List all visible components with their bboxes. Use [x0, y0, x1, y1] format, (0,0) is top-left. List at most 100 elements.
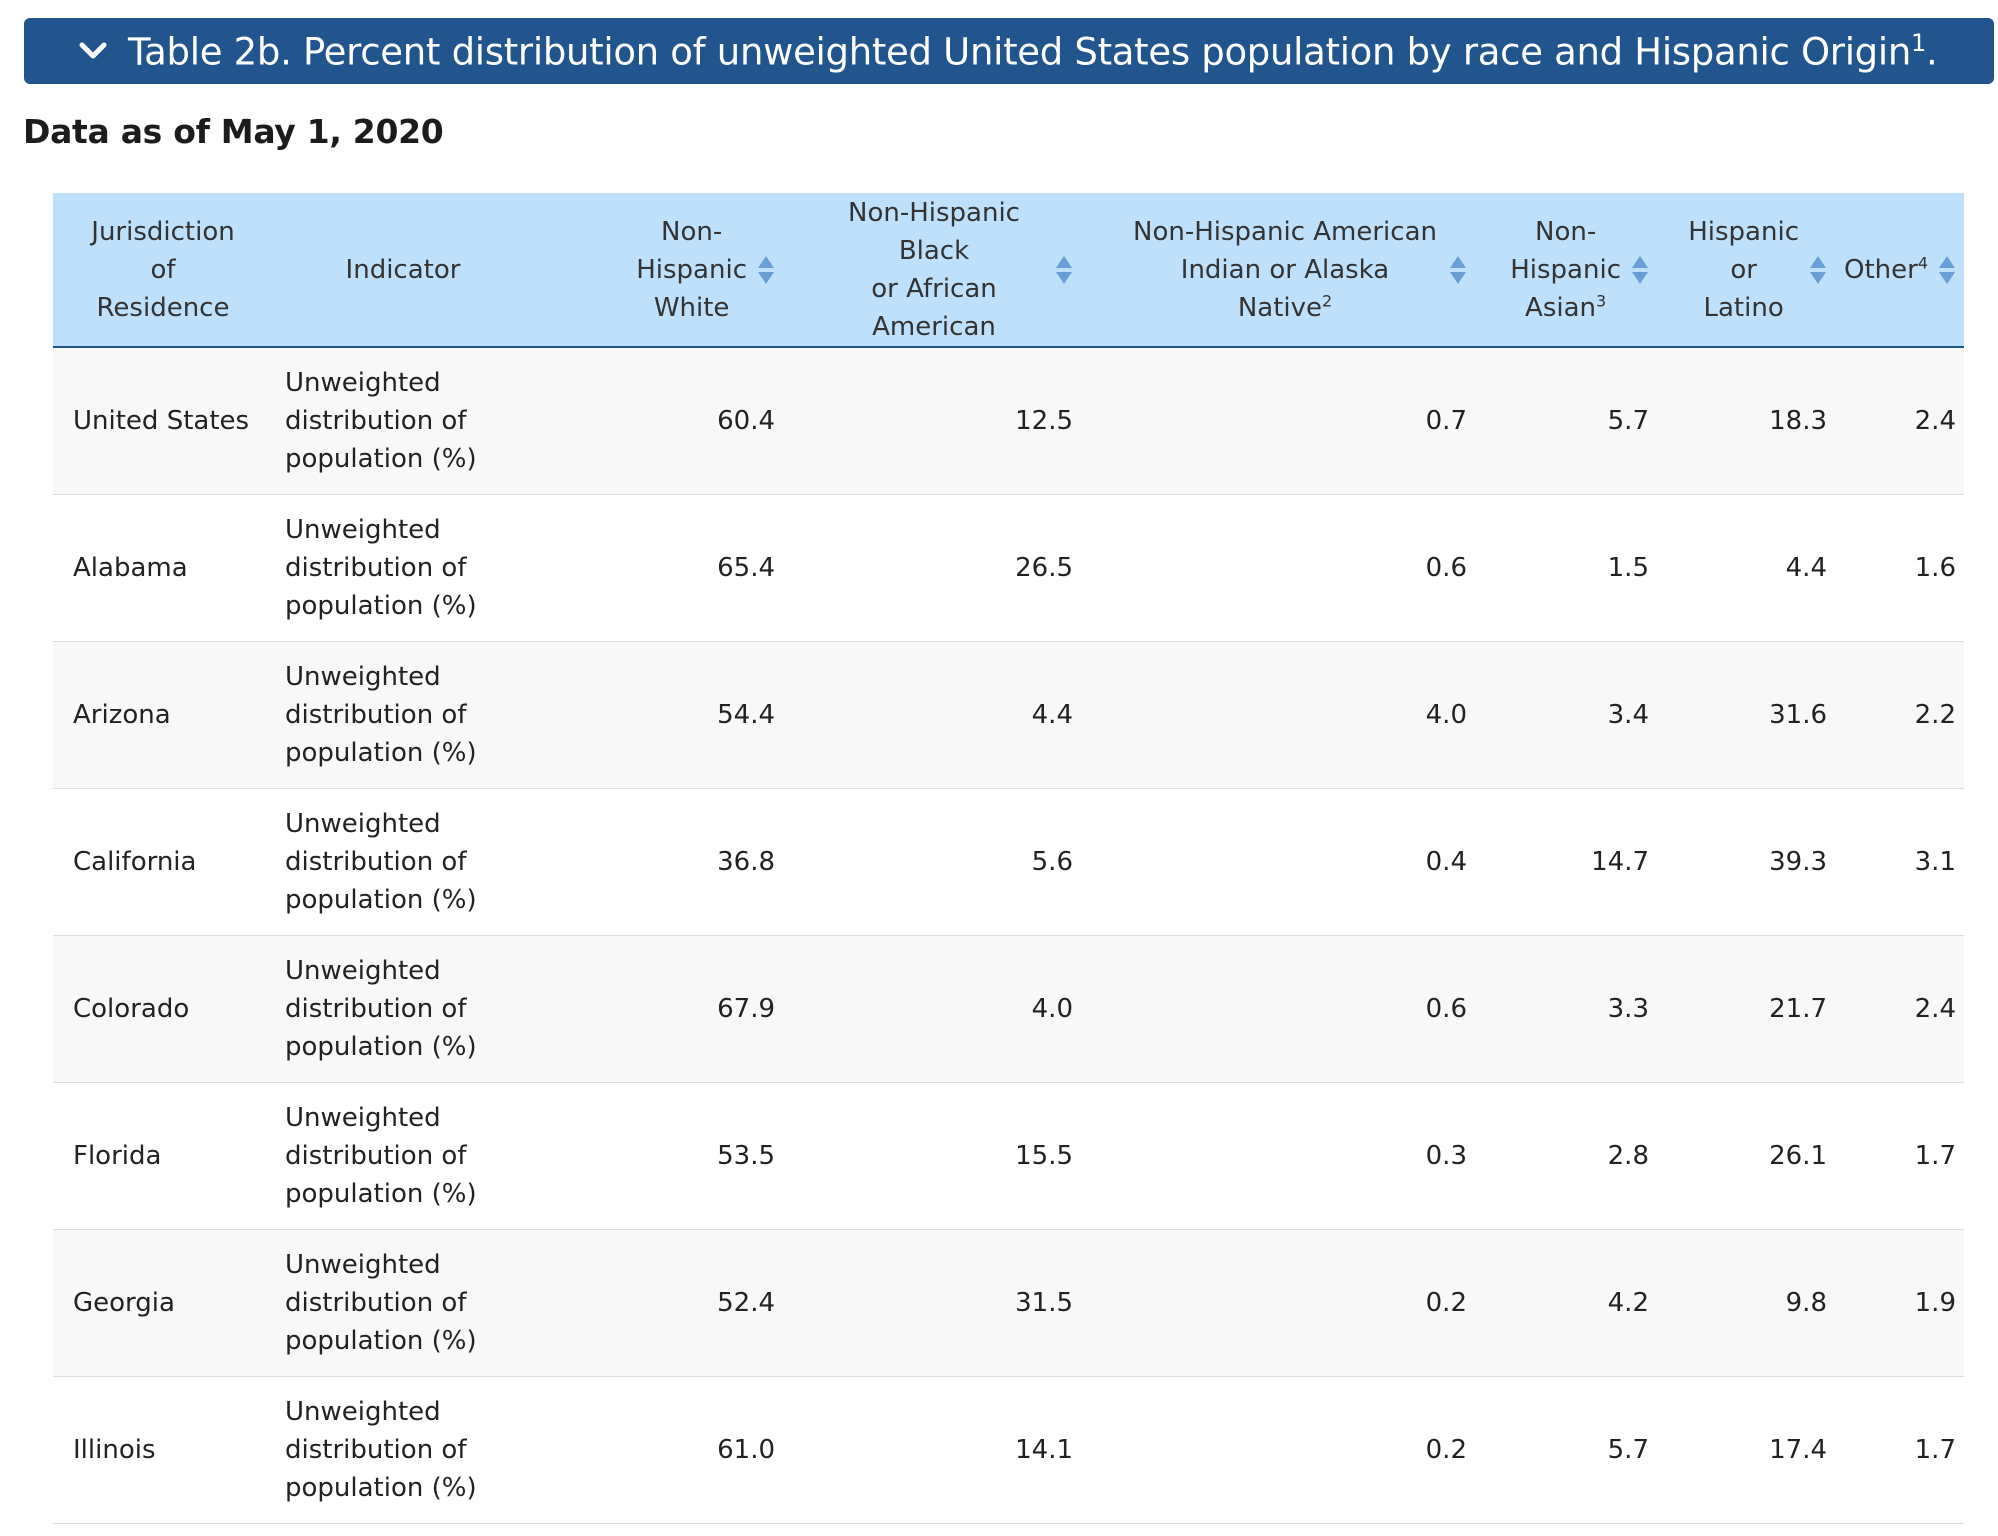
cell-nh-white: 65.4: [717, 552, 775, 583]
sort-icon[interactable]: [1938, 255, 1956, 285]
chevron-down-icon[interactable]: [74, 32, 112, 70]
col-header-nh-black[interactable]: Non-Hispanic Black or African American: [813, 193, 1121, 348]
cell-nh-white: 60.4: [717, 405, 775, 436]
footnote-marker: 3: [1596, 290, 1607, 310]
cell-nh-black: 5.6: [1031, 846, 1073, 877]
col-header-indicator: Indicator: [273, 193, 533, 348]
sort-icon[interactable]: [1631, 255, 1649, 285]
col-header-other[interactable]: Other4: [1844, 193, 1964, 348]
cell-nh-black: 14.1: [1015, 1434, 1073, 1465]
data-as-of-date: Data as of May 1, 2020: [23, 112, 444, 151]
table-header-row: Jurisdiction of Residence Indicator Non-…: [53, 193, 1964, 348]
indicator-line: Unweighted: [285, 514, 441, 545]
cell-indicator: Unweighted distribution of population (%): [273, 1376, 533, 1523]
cell-jurisdiction: Georgia: [73, 1287, 175, 1318]
cell-other: 2.4: [1914, 993, 1956, 1024]
table-body: United States Unweighted distribution of po…: [53, 347, 1964, 1523]
cell-nh-asian: 5.7: [1607, 1434, 1649, 1465]
cell-hispanic: 4.4: [1785, 552, 1827, 583]
data-table-container: Jurisdiction of Residence Indicator Non-…: [53, 193, 1964, 1524]
footnote-marker: 4: [1917, 252, 1928, 272]
cell-nh-aian: 0.7: [1425, 405, 1467, 436]
indicator-line: distribution of: [285, 405, 467, 436]
indicator-line: population (%): [285, 1472, 477, 1503]
cell-nh-asian: 1.5: [1607, 552, 1649, 583]
cell-indicator: Unweighted distribution of population (%): [273, 1229, 533, 1376]
indicator-line: distribution of: [285, 993, 467, 1024]
table-accordion-header[interactable]: Table 2b. Percent distribution of unweig…: [24, 18, 1994, 84]
indicator-line: Unweighted: [285, 955, 441, 986]
cell-nh-asian: 2.8: [1607, 1140, 1649, 1171]
indicator-line: Unweighted: [285, 1102, 441, 1133]
cell-hispanic: 17.4: [1769, 1434, 1827, 1465]
cell-nh-white: 67.9: [717, 993, 775, 1024]
cell-indicator: Unweighted distribution of population (%): [273, 935, 533, 1082]
cell-nh-white: 54.4: [717, 699, 775, 730]
table-row: Arizona Unweighted distribution of populati…: [53, 641, 1964, 788]
cell-indicator: Unweighted distribution of population (%): [273, 347, 533, 494]
cell-nh-aian: 0.2: [1425, 1287, 1467, 1318]
indicator-line: distribution of: [285, 1287, 467, 1318]
cell-nh-aian: 0.4: [1425, 846, 1467, 877]
cell-nh-white: 53.5: [717, 1140, 775, 1171]
cell-other: 1.6: [1914, 552, 1956, 583]
cell-indicator: Unweighted distribution of population (%): [273, 1082, 533, 1229]
cell-nh-asian: 3.3: [1607, 993, 1649, 1024]
cell-nh-black: 4.0: [1031, 993, 1073, 1024]
cell-nh-aian: 4.0: [1425, 699, 1467, 730]
sort-icon[interactable]: [1809, 255, 1827, 285]
cell-nh-asian: 14.7: [1591, 846, 1649, 877]
cell-indicator: Unweighted distribution of population (%): [273, 494, 533, 641]
table-row: Alabama Unweighted distribution of populati…: [53, 494, 1964, 641]
table-row: Florida Unweighted distribution of populati…: [53, 1082, 1964, 1229]
indicator-line: population (%): [285, 590, 477, 621]
cell-indicator: Unweighted distribution of population (%): [273, 788, 533, 935]
cell-nh-black: 15.5: [1015, 1140, 1073, 1171]
indicator-line: distribution of: [285, 1140, 467, 1171]
table-row: Illinois Unweighted distribution of populat…: [53, 1376, 1964, 1523]
cell-nh-asian: 3.4: [1607, 699, 1649, 730]
cell-nh-aian: 0.6: [1425, 993, 1467, 1024]
sort-icon[interactable]: [757, 255, 775, 285]
cell-hispanic: 26.1: [1769, 1140, 1827, 1171]
col-header-nh-white[interactable]: Non- Hispanic White: [533, 193, 813, 348]
cell-other: 2.4: [1914, 405, 1956, 436]
cell-nh-black: 4.4: [1031, 699, 1073, 730]
cell-nh-black: 31.5: [1015, 1287, 1073, 1318]
cell-nh-asian: 4.2: [1607, 1287, 1649, 1318]
cell-hispanic: 31.6: [1769, 699, 1827, 730]
col-header-nh-aian[interactable]: Non-Hispanic American Indian or Alaska N…: [1121, 193, 1491, 348]
cell-jurisdiction: Florida: [73, 1140, 162, 1171]
cell-nh-white: 52.4: [717, 1287, 775, 1318]
cell-indicator: Unweighted distribution of population (%): [273, 641, 533, 788]
cell-jurisdiction: Arizona: [73, 699, 171, 730]
col-header-nh-asian[interactable]: Non- Hispanic Asian3: [1491, 193, 1669, 348]
indicator-line: Unweighted: [285, 367, 441, 398]
cell-jurisdiction: Illinois: [73, 1434, 156, 1465]
cell-other: 1.7: [1914, 1434, 1956, 1465]
footnote-marker: 2: [1322, 290, 1333, 310]
cell-other: 2.2: [1914, 699, 1956, 730]
cell-hispanic: 18.3: [1769, 405, 1827, 436]
indicator-line: population (%): [285, 1031, 477, 1062]
cell-jurisdiction: Alabama: [73, 552, 188, 583]
indicator-line: population (%): [285, 884, 477, 915]
cell-hispanic: 39.3: [1769, 846, 1827, 877]
indicator-line: distribution of: [285, 846, 467, 877]
cell-nh-aian: 0.3: [1425, 1140, 1467, 1171]
indicator-line: Unweighted: [285, 1396, 441, 1427]
sort-icon[interactable]: [1449, 255, 1467, 285]
table-title: Table 2b. Percent distribution of unweig…: [128, 28, 1938, 74]
cell-hispanic: 21.7: [1769, 993, 1827, 1024]
indicator-line: population (%): [285, 1325, 477, 1356]
cell-hispanic: 9.8: [1785, 1287, 1827, 1318]
col-header-jurisdiction: Jurisdiction of Residence: [53, 193, 273, 348]
cell-nh-asian: 5.7: [1607, 405, 1649, 436]
indicator-line: distribution of: [285, 1434, 467, 1465]
sort-icon[interactable]: [1055, 255, 1073, 285]
cell-nh-white: 61.0: [717, 1434, 775, 1465]
indicator-line: population (%): [285, 737, 477, 768]
indicator-line: Unweighted: [285, 808, 441, 839]
footnote-marker: 1: [1911, 28, 1926, 57]
col-header-hispanic[interactable]: Hispanic or Latino: [1669, 193, 1847, 348]
